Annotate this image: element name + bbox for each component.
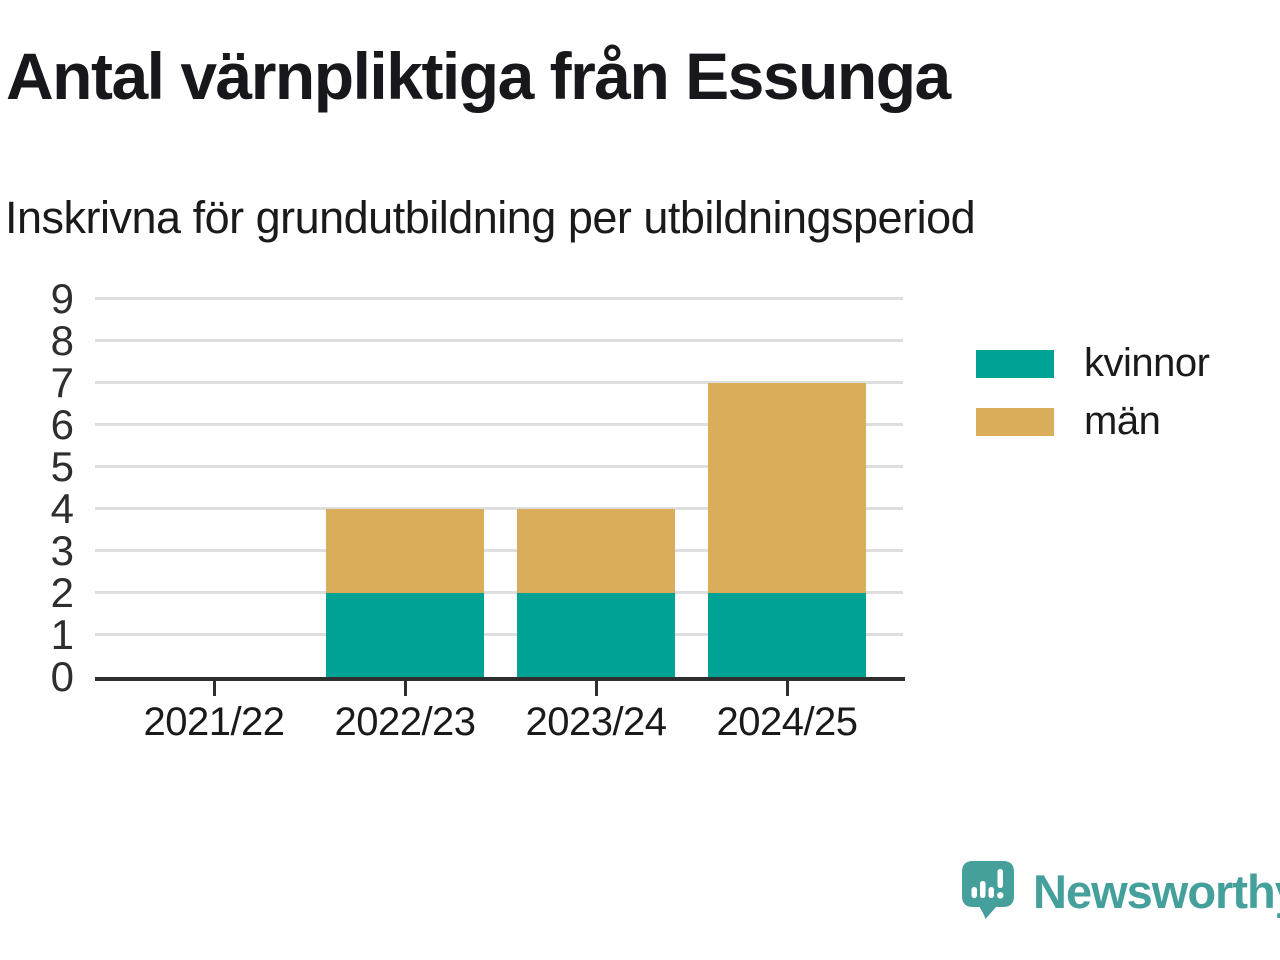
x-axis-tick (212, 681, 216, 696)
legend-label-kvinnor: kvinnor (1084, 341, 1210, 385)
legend-item-kvinnor: kvinnor (976, 341, 1210, 386)
y-axis-tick-label: 2 (50, 569, 74, 616)
gridline-y-5 (95, 465, 903, 468)
x-axis-line (95, 677, 905, 681)
y-axis-tick-label: 5 (50, 443, 74, 490)
x-axis-tick (785, 681, 789, 696)
legend-swatch-män (976, 407, 1054, 436)
bar-segment-män-2024/25 (708, 383, 866, 593)
y-axis-tick-label: 8 (50, 317, 74, 364)
brand-name: Newsworthy (1033, 865, 1280, 918)
gridline-y-4 (95, 507, 903, 510)
gridline-y-2 (95, 591, 903, 594)
gridline-y-3 (95, 549, 903, 552)
bar-segment-kvinnor-2022/23 (326, 593, 484, 677)
x-axis-tick-label: 2024/25 (716, 700, 858, 744)
bar-segment-män-2023/24 (517, 509, 675, 593)
y-axis-tick-label: 6 (50, 401, 74, 448)
y-axis-tick-label: 1 (50, 611, 74, 658)
x-axis-tick (403, 681, 407, 696)
gridline-y-8 (95, 339, 903, 342)
x-axis-tick-label: 2023/24 (525, 700, 667, 744)
legend-label-män: män (1084, 399, 1161, 443)
y-axis-tick-label: 9 (50, 275, 74, 322)
y-axis-tick-label: 7 (50, 359, 74, 406)
x-axis-tick-label: 2022/23 (334, 700, 476, 744)
gridline-y-6 (95, 423, 903, 426)
x-axis-tick (594, 681, 598, 696)
y-axis-tick-label: 4 (50, 485, 74, 532)
y-axis-tick-label: 3 (50, 527, 74, 574)
x-axis-tick-label: 2021/22 (143, 700, 285, 744)
newsworthy-logo-icon (962, 861, 1014, 919)
bar-segment-kvinnor-2023/24 (517, 593, 675, 677)
y-axis-tick-label: 0 (50, 653, 74, 700)
gridline-y-1 (95, 633, 903, 636)
chart-title: Antal värnpliktiga från Essunga (6, 39, 951, 113)
legend-swatch-kvinnor (976, 349, 1054, 378)
bar-segment-män-2022/23 (326, 509, 484, 593)
gridline-y-9 (95, 297, 903, 300)
chart-subtitle: Inskrivna för grundutbildning per utbild… (5, 192, 976, 243)
gridline-y-7 (95, 381, 903, 384)
bar-segment-kvinnor-2024/25 (708, 593, 866, 677)
legend-item-män: män (976, 399, 1161, 444)
